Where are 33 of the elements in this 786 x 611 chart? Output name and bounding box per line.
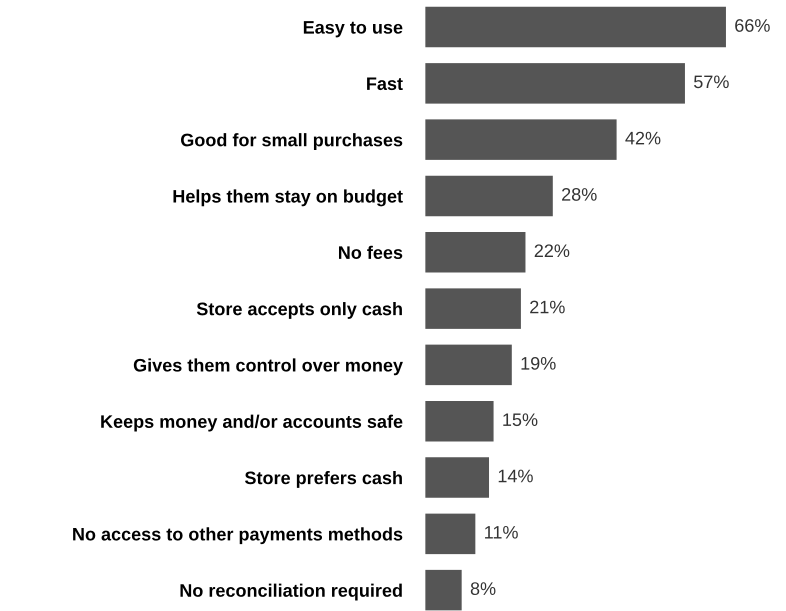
bar: [425, 63, 685, 104]
data-label: 22%: [534, 244, 570, 258]
bar: [425, 514, 476, 554]
bar: [425, 344, 512, 386]
data-label: 57%: [694, 75, 729, 88]
y-tick-label: Fast: [367, 77, 403, 90]
data-label: 19%: [522, 356, 556, 370]
y-tick-label: No access to other payments methods: [73, 527, 402, 544]
bar: [425, 6, 726, 48]
y-tick-label: No fees: [338, 246, 402, 260]
y-tick-label: Good for small purchases: [181, 133, 402, 150]
data-label: 11%: [485, 526, 518, 539]
y-tick-label: Store prefers cash: [244, 470, 402, 488]
bar: [425, 176, 553, 216]
bar: [425, 288, 521, 329]
y-tick-label: Keeps money and/or accounts safe: [101, 414, 402, 432]
y-tick-label: Store accepts only cash: [196, 302, 402, 319]
data-label: 21%: [530, 300, 565, 314]
data-label: 28%: [562, 188, 597, 201]
data-label: 8%: [470, 582, 496, 596]
y-tick-label: No reconciliation required: [180, 584, 402, 600]
data-label: 14%: [498, 470, 533, 482]
y-tick-label: Easy to use: [304, 21, 402, 38]
data-label: 15%: [503, 413, 538, 426]
data-label: 66%: [735, 19, 770, 32]
bar: [425, 119, 617, 160]
data-label: 42%: [625, 132, 660, 144]
bar: [425, 232, 526, 273]
y-tick-label: Helps them stay on budget: [173, 189, 403, 206]
bar: [425, 570, 462, 610]
bar: [425, 457, 490, 498]
bar: [425, 400, 494, 442]
y-tick-label: Gives them control over money: [134, 358, 403, 376]
